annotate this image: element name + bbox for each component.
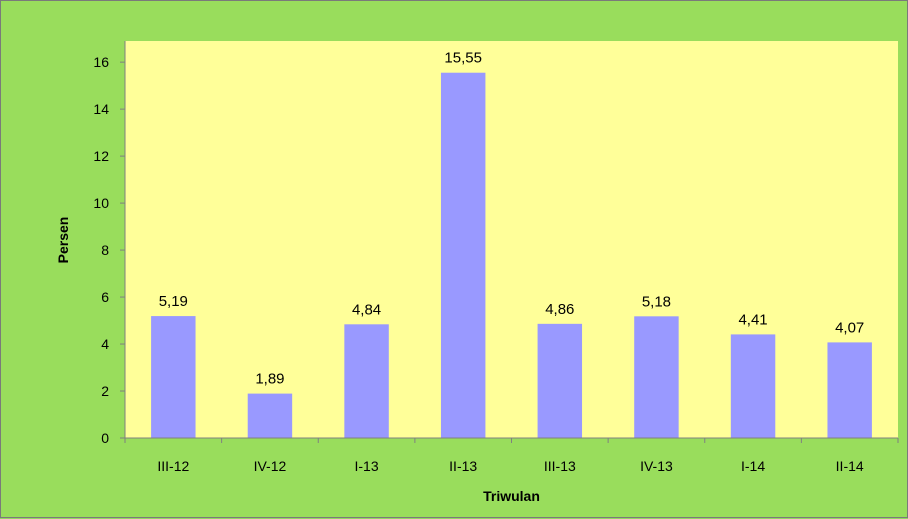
data-labels-group: 5,19 1,89 4,84 15,55 4,86 5,18 4,41 4,07	[159, 50, 865, 388]
x-axis-ticks: III-12 IV-12 I-13 II-13 III-13 IV-13 I-14 II-14	[124, 438, 899, 474]
bar-IV-12	[247, 393, 293, 438]
x-tick-label-III-12: III-12	[157, 458, 189, 474]
bar-III-13	[537, 323, 583, 438]
data-label-III-12: 5,19	[159, 293, 188, 310]
x-tick-label-III-13: III-13	[544, 458, 576, 474]
x-tick-label-IV-13: IV-13	[640, 458, 673, 474]
y-tick-label-16: 16	[93, 54, 109, 70]
y-tick-label-0: 0	[101, 430, 109, 446]
plot-area	[125, 41, 898, 438]
bar-IV-13	[634, 316, 679, 438]
bar-III-12	[151, 316, 196, 438]
x-tick-label-I-14: I-14	[741, 458, 765, 474]
y-tick-label-12: 12	[93, 148, 109, 164]
y-tick-label-6: 6	[101, 289, 109, 305]
x-tick-label-II-13: II-13	[449, 458, 477, 474]
data-label-IV-12: 1,89	[255, 371, 284, 388]
bar-II-14	[827, 342, 872, 438]
y-tick-label-2: 2	[101, 383, 109, 399]
bar-I-14	[730, 334, 776, 438]
x-tick-label-II-14: II-14	[836, 458, 864, 474]
x-tick-label-IV-12: IV-12	[254, 458, 287, 474]
y-tick-label-8: 8	[101, 242, 109, 258]
y-tick-label-10: 10	[93, 195, 109, 211]
bars-group	[151, 72, 872, 439]
data-label-I-13: 4,84	[352, 301, 381, 318]
data-label-II-14: 4,07	[835, 319, 864, 336]
bar-I-13	[344, 324, 389, 438]
data-label-I-14: 4,41	[738, 311, 767, 328]
y-tick-label-4: 4	[101, 336, 109, 352]
data-label-II-13: 15,55	[444, 50, 482, 67]
data-label-III-13: 4,86	[545, 301, 574, 318]
x-tick-label-I-13: I-13	[355, 458, 379, 474]
data-label-IV-13: 5,18	[642, 293, 671, 310]
y-tick-label-14: 14	[93, 101, 109, 117]
x-axis-title: Triwulan	[483, 488, 540, 504]
bar-II-13	[440, 72, 486, 439]
y-axis-title: Persen	[55, 217, 71, 264]
y-axis-ticks: 0 2 4 6 8 10 12 14 16	[93, 54, 125, 446]
